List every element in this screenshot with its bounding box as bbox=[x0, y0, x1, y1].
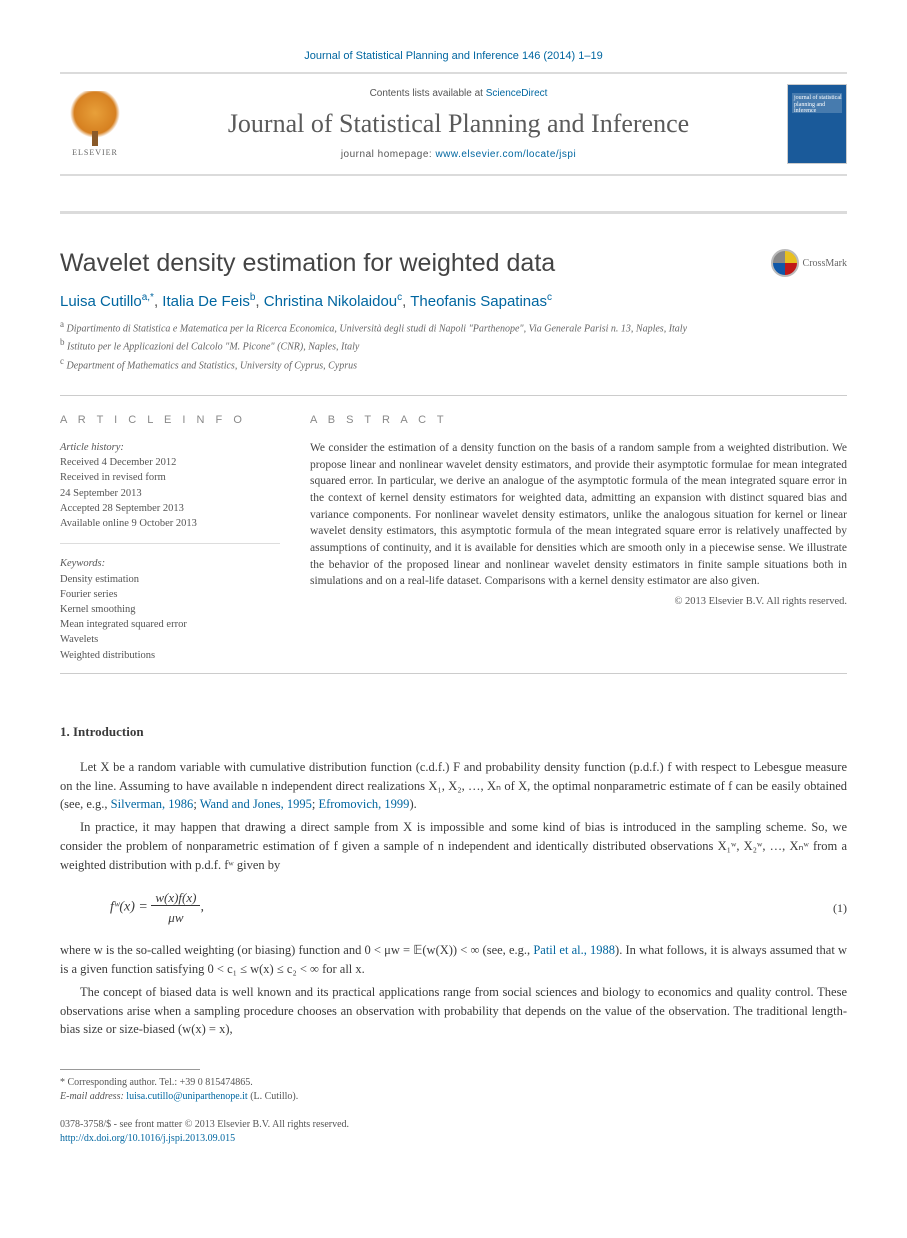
citation-link[interactable]: Silverman, 1986 bbox=[111, 797, 194, 811]
abstract-copyright: © 2013 Elsevier B.V. All rights reserved… bbox=[310, 596, 847, 607]
elsevier-label: ELSEVIER bbox=[72, 148, 118, 157]
section-number: 1. bbox=[60, 724, 70, 739]
history-line: Available online 9 October 2013 bbox=[60, 518, 197, 529]
affiliations: a Dipartimento di Statistica e Matematic… bbox=[60, 318, 847, 373]
crossmark-label: CrossMark bbox=[803, 258, 847, 269]
affil-text: Istituto per le Applicazioni del Calcolo… bbox=[67, 342, 359, 353]
elsevier-tree-icon bbox=[70, 91, 120, 146]
contents-prefix: Contents lists available at bbox=[370, 88, 486, 99]
section-heading: 1. Introduction bbox=[60, 724, 847, 740]
journal-header: ELSEVIER Contents lists available at Sci… bbox=[60, 72, 847, 176]
homepage-line: journal homepage: www.elsevier.com/locat… bbox=[130, 149, 787, 160]
equation: fʷ(x) = w(x)f(x) μw, bbox=[60, 888, 833, 927]
footnote-divider bbox=[60, 1069, 200, 1070]
doi-link[interactable]: http://dx.doi.org/10.1016/j.jspi.2013.09… bbox=[60, 1133, 235, 1144]
contents-available-line: Contents lists available at ScienceDirec… bbox=[130, 88, 787, 99]
body-span: where w is the so-called weighting (or b… bbox=[60, 943, 533, 957]
history-line: Received in revised form bbox=[60, 472, 166, 483]
corr-label: * Corresponding author. Tel.: bbox=[60, 1077, 180, 1088]
body-span: ). bbox=[409, 797, 416, 811]
frac-numerator: w(x)f(x) bbox=[151, 890, 200, 906]
keywords-label: Keywords: bbox=[60, 558, 105, 569]
history-label: Article history: bbox=[60, 442, 124, 453]
author-link[interactable]: Theofanis Sapatinas bbox=[410, 293, 547, 310]
email-line: E-mail address: luisa.cutillo@uniparthen… bbox=[60, 1090, 847, 1104]
citation-link[interactable]: Wand and Jones, 1995 bbox=[200, 797, 312, 811]
history-line: Accepted 28 September 2013 bbox=[60, 503, 184, 514]
footnotes: * Corresponding author. Tel.: +39 0 8154… bbox=[60, 1076, 847, 1104]
affiliation-line: b Istituto per le Applicazioni del Calco… bbox=[60, 336, 847, 354]
frac-denominator: μw bbox=[164, 910, 187, 925]
author-affil-sup: b bbox=[250, 292, 256, 303]
fraction: w(x)f(x) μw bbox=[151, 888, 200, 927]
section-divider bbox=[60, 673, 847, 674]
article-info-heading: A R T I C L E I N F O bbox=[60, 414, 280, 426]
corr-tel: +39 0 815474865. bbox=[180, 1077, 253, 1088]
equation-display: fʷ(x) = w(x)f(x) μw, (1) bbox=[60, 888, 847, 927]
citation-link[interactable]: Patil et al., 1988 bbox=[533, 943, 615, 957]
keyword: Fourier series bbox=[60, 589, 117, 600]
section-divider bbox=[60, 395, 847, 396]
journal-name: Journal of Statistical Planning and Infe… bbox=[130, 109, 787, 139]
author-link[interactable]: Italia De Feis bbox=[162, 293, 250, 310]
citation-link[interactable]: Efromovich, 1999 bbox=[318, 797, 409, 811]
issn-line: 0378-3758/$ - see front matter © 2013 El… bbox=[60, 1118, 847, 1132]
author-affil-sup: c bbox=[547, 292, 552, 303]
abstract-text: We consider the estimation of a density … bbox=[310, 440, 847, 590]
article-title: Wavelet density estimation for weighted … bbox=[60, 249, 555, 278]
history-line: 24 September 2013 bbox=[60, 488, 142, 499]
cover-text: journal of statistical planning and infe… bbox=[794, 95, 846, 115]
citation-line: Journal of Statistical Planning and Infe… bbox=[60, 50, 847, 62]
eq-tail: , bbox=[200, 900, 204, 915]
author-link[interactable]: Christina Nikolaidou bbox=[264, 293, 397, 310]
affil-sup: a bbox=[60, 319, 64, 329]
section-title: Introduction bbox=[73, 724, 144, 739]
paragraph: Let X be a random variable with cumulati… bbox=[60, 758, 847, 814]
email-suffix: (L. Cutillo). bbox=[248, 1091, 299, 1102]
paragraph: In practice, it may happen that drawing … bbox=[60, 818, 847, 874]
keywords-block: Keywords: Density estimation Fourier ser… bbox=[60, 556, 280, 663]
affiliation-line: c Department of Mathematics and Statisti… bbox=[60, 355, 847, 373]
author-link[interactable]: Luisa Cutillo bbox=[60, 293, 142, 310]
keyword: Mean integrated squared error bbox=[60, 619, 187, 630]
elsevier-logo: ELSEVIER bbox=[60, 84, 130, 164]
affil-sup: c bbox=[60, 356, 64, 366]
sciencedirect-link[interactable]: ScienceDirect bbox=[486, 88, 548, 99]
affil-text: Department of Mathematics and Statistics… bbox=[67, 360, 358, 371]
keyword: Density estimation bbox=[60, 574, 139, 585]
homepage-link[interactable]: www.elsevier.com/locate/jspi bbox=[435, 149, 576, 160]
keyword: Weighted distributions bbox=[60, 650, 155, 661]
crossmark-badge[interactable]: CrossMark bbox=[771, 249, 847, 277]
abstract-heading: A B S T R A C T bbox=[310, 414, 847, 426]
eq-lhs: fʷ(x) = bbox=[110, 900, 151, 915]
email-label: E-mail address: bbox=[60, 1091, 126, 1102]
journal-cover-thumbnail: journal of statistical planning and infe… bbox=[787, 84, 847, 164]
corresponding-author: * Corresponding author. Tel.: +39 0 8154… bbox=[60, 1076, 847, 1090]
body-text: Let X be a random variable with cumulati… bbox=[60, 758, 847, 1039]
paragraph: The concept of biased data is well known… bbox=[60, 983, 847, 1039]
affil-sup: b bbox=[60, 337, 65, 347]
paragraph: where w is the so-called weighting (or b… bbox=[60, 941, 847, 979]
author-affil-sup: a,* bbox=[142, 292, 154, 303]
author-affil-sup: c bbox=[397, 292, 402, 303]
divider-bar bbox=[60, 211, 847, 214]
keyword: Kernel smoothing bbox=[60, 604, 136, 615]
author-list: Luisa Cutilloa,*, Italia De Feisb, Chris… bbox=[60, 292, 847, 310]
affil-text: Dipartimento di Statistica e Matematica … bbox=[67, 323, 688, 334]
crossmark-icon bbox=[771, 249, 799, 277]
bottom-matter: 0378-3758/$ - see front matter © 2013 El… bbox=[60, 1118, 847, 1146]
affiliation-line: a Dipartimento di Statistica e Matematic… bbox=[60, 318, 847, 336]
history-line: Received 4 December 2012 bbox=[60, 457, 176, 468]
article-history: Article history: Received 4 December 201… bbox=[60, 440, 280, 531]
email-link[interactable]: luisa.cutillo@uniparthenope.it bbox=[126, 1091, 247, 1102]
info-divider bbox=[60, 543, 280, 544]
keyword: Wavelets bbox=[60, 634, 98, 645]
homepage-prefix: journal homepage: bbox=[341, 149, 436, 160]
equation-number: (1) bbox=[833, 899, 847, 917]
